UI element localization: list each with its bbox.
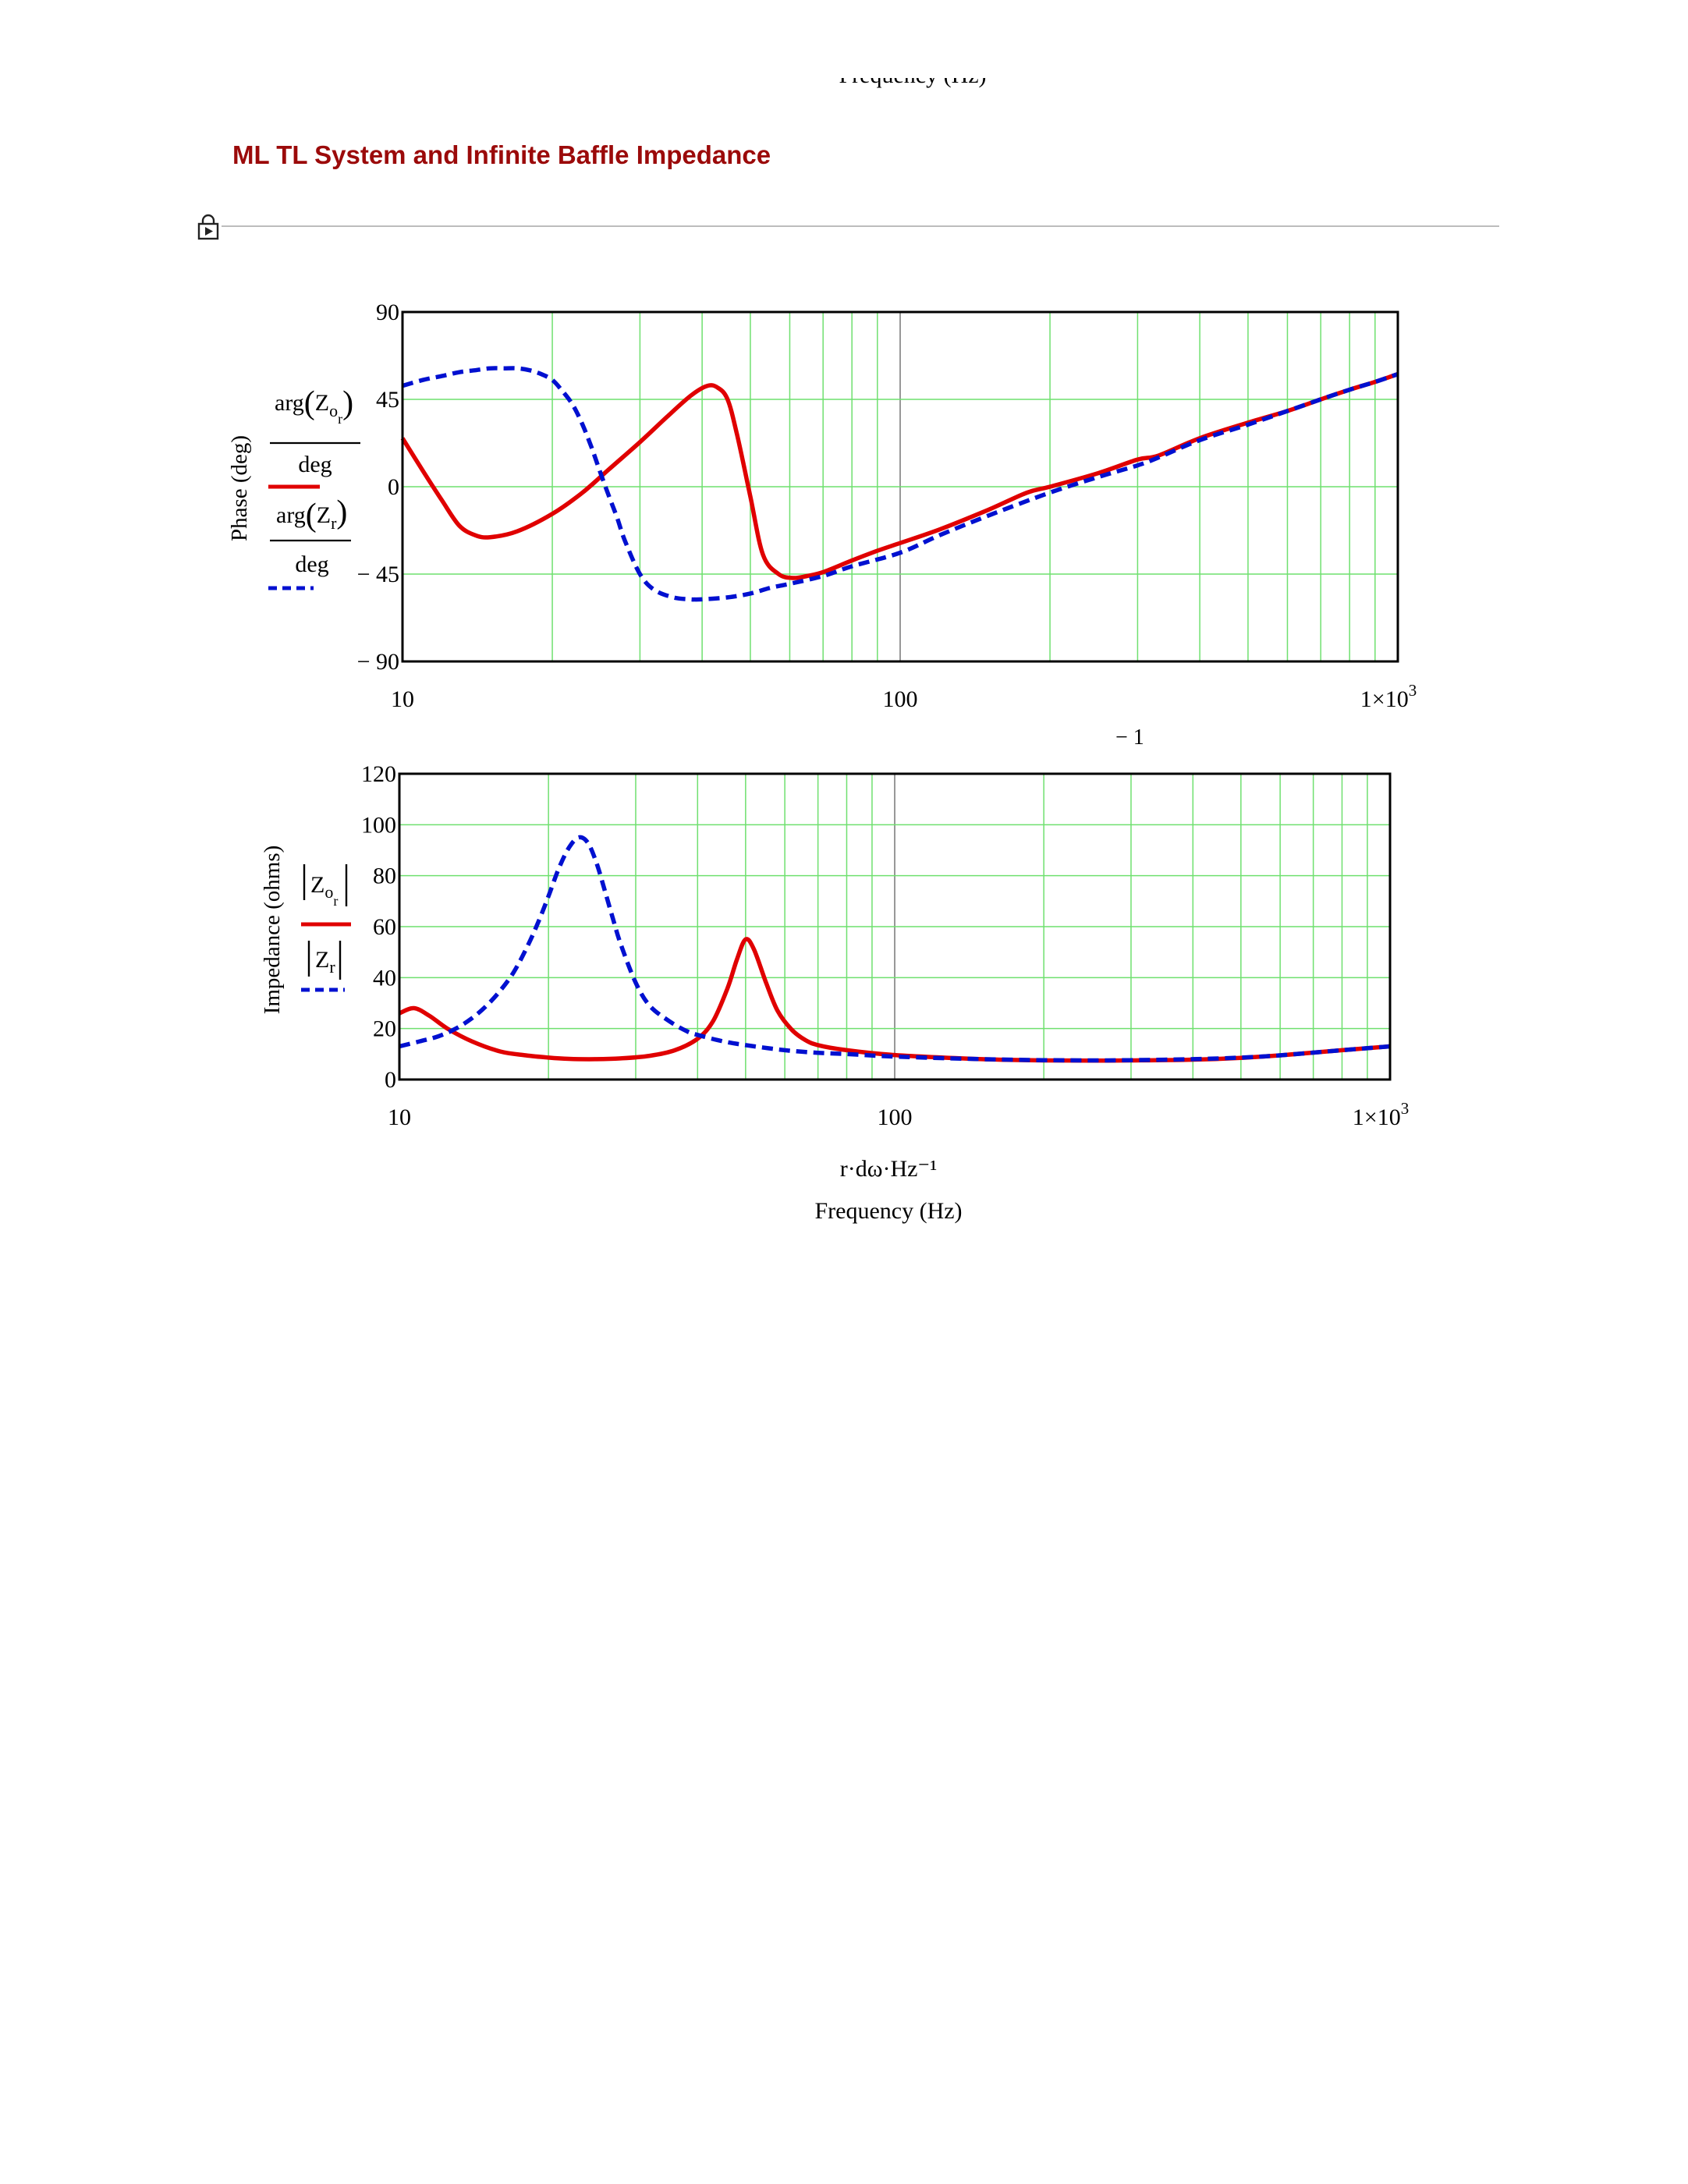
phase-y-axis-label: Phase (deg) — [227, 435, 252, 541]
impedance-plot-frame — [398, 772, 1392, 1081]
region-divider — [222, 225, 1499, 227]
phase-grid — [402, 312, 1398, 661]
impedance-y-axis-label: Impedance (ohms) — [260, 846, 285, 1015]
y-tick-label: 100 — [361, 812, 396, 838]
impedance-y-ticks: 120 100 80 60 40 20 0 — [361, 761, 396, 1093]
x-tick-label: 10 — [391, 686, 414, 712]
x-tick-label: 10 — [388, 1104, 411, 1130]
y-tick-label: 0 — [388, 474, 399, 500]
legend-deg-2: deg — [295, 551, 328, 577]
impedance-chart: 120 100 80 60 40 20 0 10 100 1×103 Impedance (oh… — [260, 761, 1409, 1224]
x-tick-label: 1×103 — [1360, 681, 1417, 712]
y-tick-label: 20 — [373, 1016, 396, 1042]
legend-arg-z-or: arg(Zor) — [275, 385, 353, 427]
impedance-chart-caption: Frequency (Hz) — [814, 1198, 962, 1224]
svg-text:Zr: Zr — [315, 947, 335, 977]
clipped-axis-label: Frequency (Hz) — [811, 78, 1014, 109]
lock-icon[interactable] — [197, 214, 220, 240]
y-tick-label: 80 — [373, 863, 396, 889]
section-title: ML TL System and Infinite Baffle Impedan… — [232, 140, 771, 169]
legend-arg-z-r: arg(Zr) — [276, 495, 347, 534]
svg-text:Zor: Zor — [310, 872, 338, 909]
series-line-blue-dashed — [402, 366, 1399, 602]
legend-deg-1: deg — [298, 452, 332, 477]
y-tick-label: 120 — [361, 761, 396, 787]
x-tick-label: 100 — [878, 1104, 913, 1130]
phase-chart: 90 45 0 − 45 − 90 10 100 1×103 Phase (deg) arg… — [227, 300, 1417, 750]
phase-series — [400, 366, 1399, 602]
phase-x-ticks: 10 100 1×103 — [391, 681, 1417, 712]
impedance-x-ticks: 10 100 1×103 — [388, 1099, 1409, 1130]
y-tick-label: − 45 — [357, 562, 399, 587]
y-tick-label: 60 — [373, 914, 396, 940]
series-line-red — [400, 372, 1399, 580]
series-line-blue-dashed — [399, 835, 1391, 1063]
phase-x-label-fragment: − 1 — [1115, 725, 1144, 750]
phase-plot-frame — [401, 310, 1399, 663]
x-tick-label: 1×103 — [1353, 1099, 1409, 1130]
x-tick-label: 100 — [883, 686, 918, 712]
y-tick-label: 40 — [373, 965, 396, 991]
y-tick-label: − 90 — [357, 649, 399, 675]
y-tick-label: 45 — [376, 387, 399, 413]
impedance-legend: Zor Zr — [301, 864, 351, 992]
phase-legend: arg(Zor) deg arg(Zr) deg — [268, 385, 360, 590]
impedance-x-axis-label: r·dω·Hz⁻¹ — [840, 1156, 938, 1182]
y-tick-label: 90 — [376, 300, 399, 325]
y-tick-label: 0 — [385, 1067, 396, 1093]
phase-y-ticks: 90 45 0 − 45 − 90 — [357, 300, 399, 675]
impedance-series — [398, 835, 1391, 1063]
impedance-grid — [399, 774, 1390, 1080]
